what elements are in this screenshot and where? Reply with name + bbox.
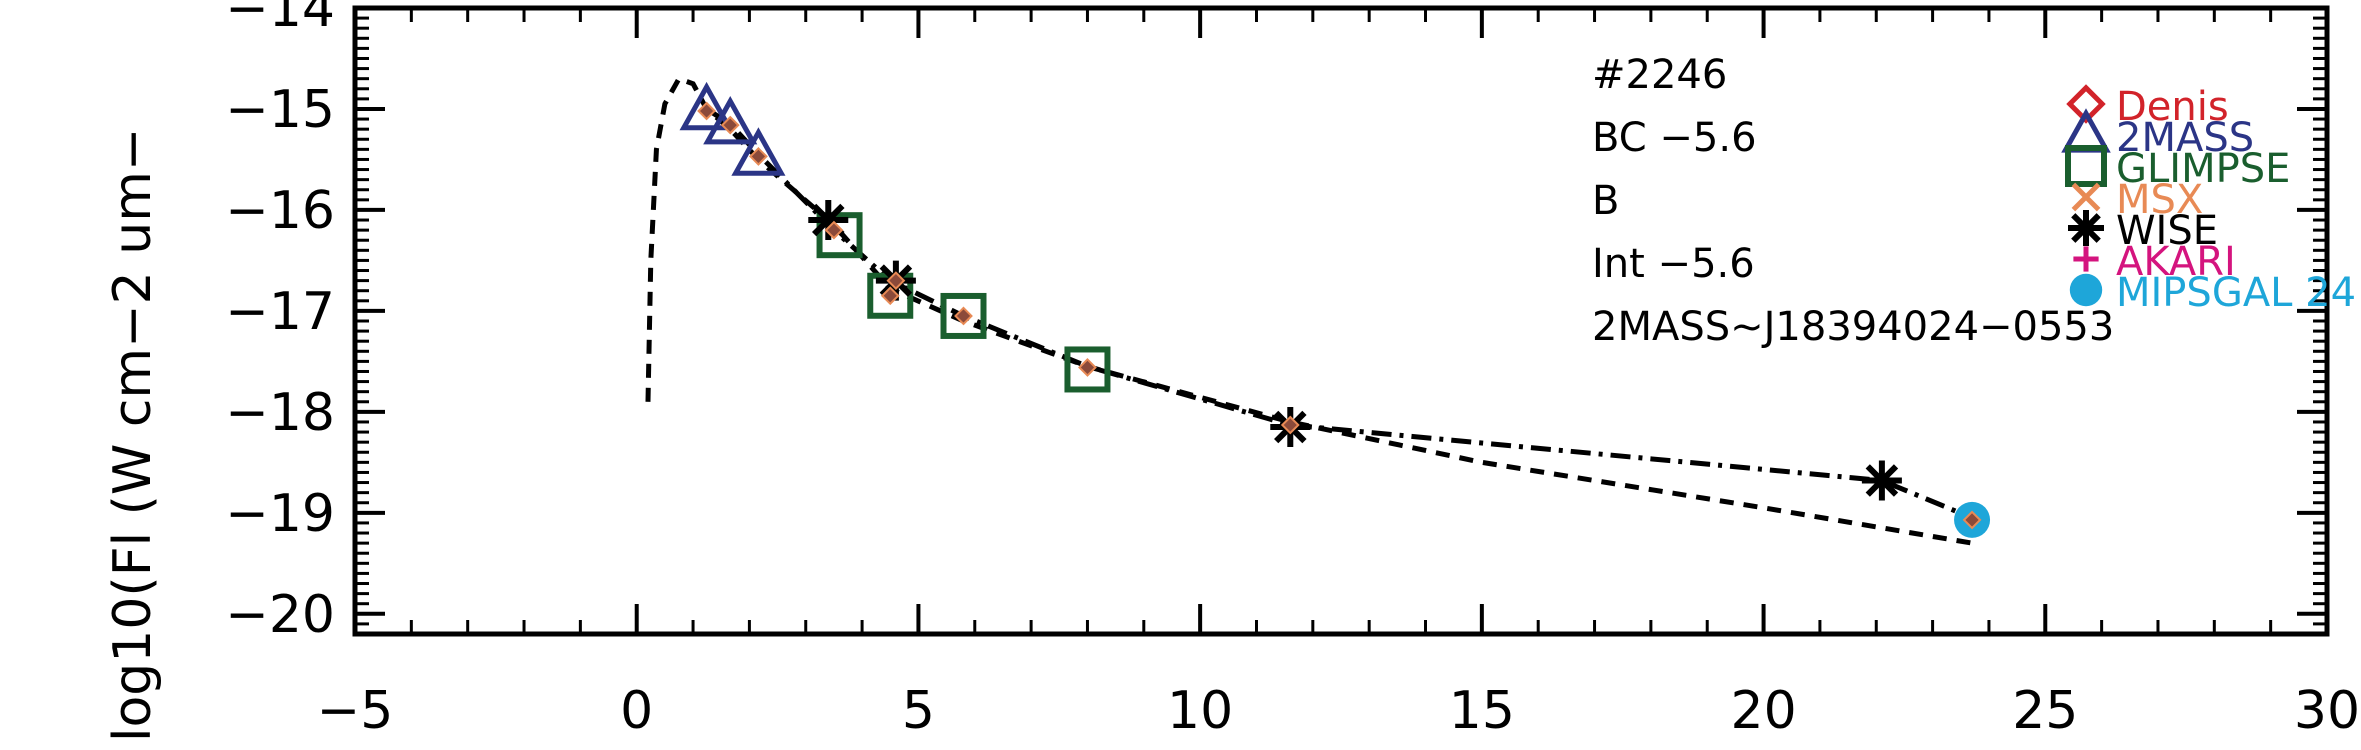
data-point-small-diamond [1280,415,1300,435]
data-point-small-diamond [824,220,844,240]
legend-marker-asterisk [2068,210,2104,246]
x-tick-label: 10 [1167,681,1233,741]
legend-marker-x [2071,182,2101,212]
annotation-bc: BC −5.6 [1592,115,1757,161]
x-tick-label: 20 [1730,681,1796,741]
x-tick-label: 25 [2012,681,2078,741]
legend-marker-x-stroke [2071,182,2101,212]
legend-marker-square [2065,145,2107,187]
x-tick-label: 5 [902,681,935,741]
observed-sed-dashdot-line [705,106,1973,521]
data-point-small-diamond [880,286,900,306]
annotation-int: Int −5.6 [1592,241,1755,287]
annotation-id: #2246 [1592,52,1727,98]
y-axis-label: log10(Fl (W cm−2 um− [103,128,163,742]
axes: −5 0 5 10 15 20 25 30 −14 −15 −16 −17 −18 −19 −20 [225,0,2360,741]
y-tick-label: −16 [225,181,335,241]
data-point-small-diamond [1962,510,1982,530]
legend-marker-plus [2073,246,2099,272]
data-point-square [940,292,987,339]
x-tick-label: 30 [2294,681,2360,741]
data-point-small-diamond [697,101,716,121]
legend-marker-diamond [2066,84,2106,124]
data-point-small-diamond [954,306,973,326]
data-point-small-diamond [886,271,906,291]
legend-label: GLIMPSE [2116,146,2290,192]
data-point-square [1064,346,1111,393]
data-point-triangle [731,127,786,176]
data-point-triangle [703,95,758,145]
data-point-asterisk-stroke [1865,464,1899,497]
data-point-triangle [679,81,734,131]
x-tick-label: 15 [1449,681,1515,741]
y-tick-label: −17 [225,282,335,342]
x-tick-label: 0 [620,681,653,741]
legend-label: 2MASS [2116,115,2254,161]
legend-label: MSX [2116,177,2203,223]
annotation-class: B [1592,178,1619,224]
data-point-asterisk [1861,460,1902,501]
y-tick-label: −14 [225,0,335,39]
data-point-small-diamond [749,147,768,166]
data-point-small-diamond [1078,358,1097,377]
legend-marker-asterisk-stroke [2071,213,2101,243]
x-tick-label: −5 [317,681,394,741]
y-tick-label: −15 [225,80,335,140]
y-tick-label: −19 [225,484,335,544]
legend-label: Denis [2116,84,2229,130]
y-tick-label: −18 [225,383,335,443]
annotations: #2246 BC −5.6 B Int −5.6 2MASS~J18394024… [1592,52,2114,350]
annotation-source-name: 2MASS~J18394024−0553 [1592,304,2114,350]
y-tick-label: −20 [225,585,335,645]
data-points [679,81,1991,538]
legend-label: MIPSGAL 24 [2116,270,2356,316]
data-point-square [816,212,863,259]
data-point-asterisk [808,200,849,241]
data-point-small-diamond [720,115,740,135]
legend-marker-circle [2069,273,2103,307]
data-point-asterisk-stroke [812,203,845,237]
legend-label: WISE [2116,208,2218,254]
legend-label: AKARI [2116,239,2236,285]
